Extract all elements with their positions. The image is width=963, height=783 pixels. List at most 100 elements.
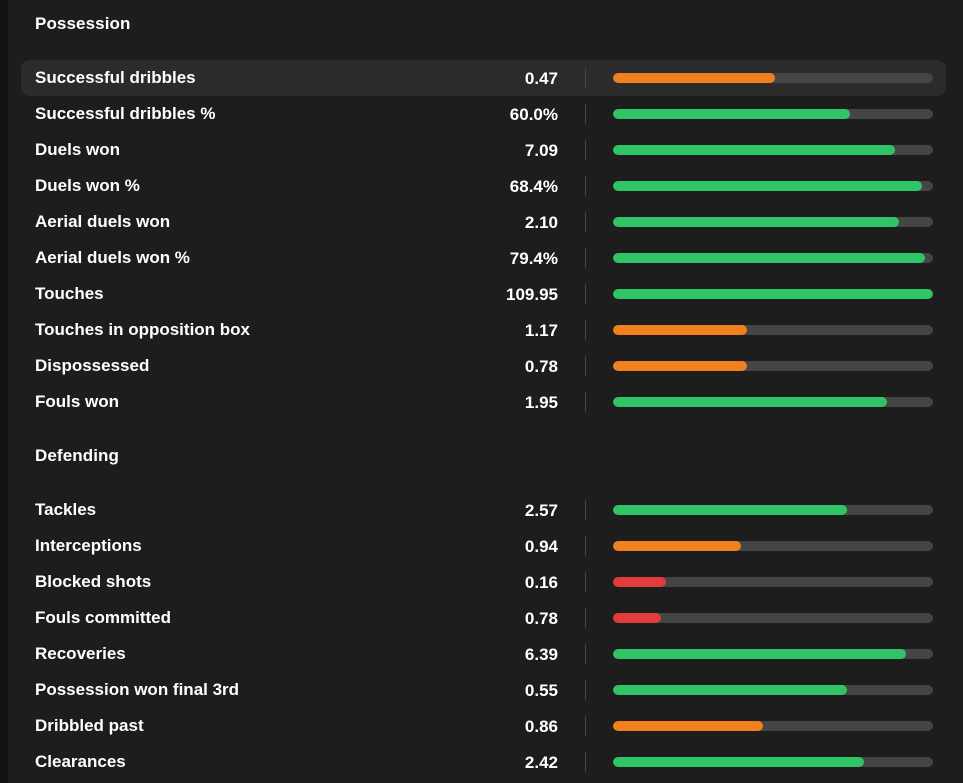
- stat-row-successful-dribbles[interactable]: Successful dribbles 0.47: [21, 60, 946, 96]
- stat-label: Possession won final 3rd: [35, 680, 240, 699]
- percentile-bar-track: [613, 109, 933, 119]
- stat-row-duels-won[interactable]: Duels won 7.09: [21, 132, 946, 168]
- percentile-bar-track: [613, 541, 933, 551]
- stat-label: Duels won: [35, 140, 121, 159]
- stat-label: Aerial duels won: [35, 212, 171, 231]
- percentile-bar-fill: [613, 145, 895, 155]
- column-divider: [585, 68, 586, 88]
- stat-value: 0.47: [524, 69, 558, 88]
- percentile-bar-fill: [613, 541, 741, 551]
- stat-row-clearances[interactable]: Clearances 2.42: [21, 744, 946, 780]
- stat-label: Successful dribbles: [35, 68, 196, 87]
- section-title-possession: Possession: [35, 14, 131, 33]
- percentile-bar-track: [613, 361, 933, 371]
- stat-row-touches-in-opposition-box[interactable]: Touches in opposition box 1.17: [21, 312, 946, 348]
- stat-value: 0.86: [524, 717, 558, 736]
- percentile-bar-track: [613, 325, 933, 335]
- column-divider: [585, 608, 586, 628]
- stat-value: 6.39: [524, 645, 558, 664]
- stat-row-touches[interactable]: Touches 109.95: [21, 276, 946, 312]
- percentile-bar-fill: [613, 289, 933, 299]
- stat-row-dribbled-past[interactable]: Dribbled past 0.86: [21, 708, 946, 744]
- column-divider: [585, 680, 586, 700]
- stat-value: 0.16: [524, 573, 558, 592]
- stat-row-fouls-won[interactable]: Fouls won 1.95: [21, 384, 946, 420]
- percentile-bar-fill: [613, 361, 748, 371]
- column-divider: [585, 716, 586, 736]
- percentile-bar-fill: [613, 181, 922, 191]
- percentile-bar-track: [613, 757, 933, 767]
- stat-row-fouls-committed[interactable]: Fouls committed 0.78: [21, 600, 946, 636]
- stat-label: Successful dribbles %: [35, 104, 216, 123]
- left-edge: [0, 0, 8, 783]
- percentile-bar-fill: [613, 649, 906, 659]
- stat-label: Blocked shots: [35, 572, 152, 591]
- percentile-bar-fill: [613, 73, 775, 83]
- stat-label: Clearances: [35, 752, 126, 771]
- stat-label: Touches in opposition box: [35, 320, 251, 339]
- stat-value: 0.78: [524, 609, 558, 628]
- stat-list-defending: Tackles 2.57 Interceptions 0.94 Blocked shot…: [21, 492, 946, 780]
- stat-label: Touches: [35, 284, 104, 303]
- stat-label: Aerial duels won %: [35, 248, 190, 267]
- stat-row-interceptions[interactable]: Interceptions 0.94: [21, 528, 946, 564]
- column-divider: [585, 212, 586, 232]
- column-divider: [585, 572, 586, 592]
- percentile-bar-track: [613, 181, 933, 191]
- percentile-bar-track: [613, 73, 933, 83]
- stat-row-successful-dribbles-pct[interactable]: Successful dribbles % 60.0%: [21, 96, 946, 132]
- stat-value: 79.4%: [509, 249, 558, 268]
- stat-row-possession-won-final-3rd[interactable]: Possession won final 3rd 0.55: [21, 672, 946, 708]
- stat-row-blocked-shots[interactable]: Blocked shots 0.16: [21, 564, 946, 600]
- percentile-bar-fill: [613, 325, 748, 335]
- stat-value: 0.78: [524, 357, 558, 376]
- column-divider: [585, 752, 586, 772]
- percentile-bar-track: [613, 145, 933, 155]
- column-divider: [585, 248, 586, 268]
- section-title-defending: Defending: [35, 446, 120, 465]
- stat-value: 0.94: [524, 537, 558, 556]
- stat-label: Fouls committed: [35, 608, 172, 627]
- column-divider: [585, 536, 586, 556]
- percentile-bar-track: [613, 505, 933, 515]
- stat-row-tackles[interactable]: Tackles 2.57: [21, 492, 946, 528]
- column-divider: [585, 104, 586, 124]
- percentile-bar-track: [613, 217, 933, 227]
- column-divider: [585, 284, 586, 304]
- column-divider: [585, 140, 586, 160]
- column-divider: [585, 392, 586, 412]
- percentile-bar-fill: [613, 613, 661, 623]
- column-divider: [585, 320, 586, 340]
- stat-value: 0.55: [524, 681, 558, 700]
- stat-label: Recoveries: [35, 644, 126, 663]
- percentile-bar-fill: [613, 757, 865, 767]
- percentile-bar-track: [613, 613, 933, 623]
- stat-row-duels-won-pct[interactable]: Duels won % 68.4%: [21, 168, 946, 204]
- stat-value: 1.17: [524, 321, 558, 340]
- percentile-bar-fill: [613, 217, 900, 227]
- stat-row-recoveries[interactable]: Recoveries 6.39: [21, 636, 946, 672]
- stat-value: 109.95: [506, 285, 558, 304]
- stat-label: Tackles: [35, 500, 97, 519]
- column-divider: [585, 500, 586, 520]
- stat-value: 1.95: [524, 393, 558, 412]
- stat-value: 60.0%: [509, 105, 558, 124]
- stat-value: 2.57: [524, 501, 558, 520]
- percentile-bar-fill: [613, 577, 666, 587]
- stat-value: 7.09: [524, 141, 558, 160]
- percentile-bar-track: [613, 649, 933, 659]
- percentile-bar-track: [613, 577, 933, 587]
- percentile-bar-fill: [613, 685, 847, 695]
- stat-label: Dribbled past: [35, 716, 144, 735]
- percentile-bar-fill: [613, 109, 850, 119]
- stat-label: Interceptions: [35, 536, 142, 555]
- percentile-bar-track: [613, 289, 933, 299]
- stat-row-aerial-duels-won[interactable]: Aerial duels won 2.10: [21, 204, 946, 240]
- stat-label: Duels won %: [35, 176, 140, 195]
- stat-row-dispossessed[interactable]: Dispossessed 0.78: [21, 348, 946, 384]
- stat-value: 2.10: [524, 213, 558, 232]
- stat-list-possession: Successful dribbles 0.47 Successful dribbl…: [21, 60, 946, 420]
- percentile-bar-track: [613, 721, 933, 731]
- stat-row-aerial-duels-won-pct[interactable]: Aerial duels won % 79.4%: [21, 240, 946, 276]
